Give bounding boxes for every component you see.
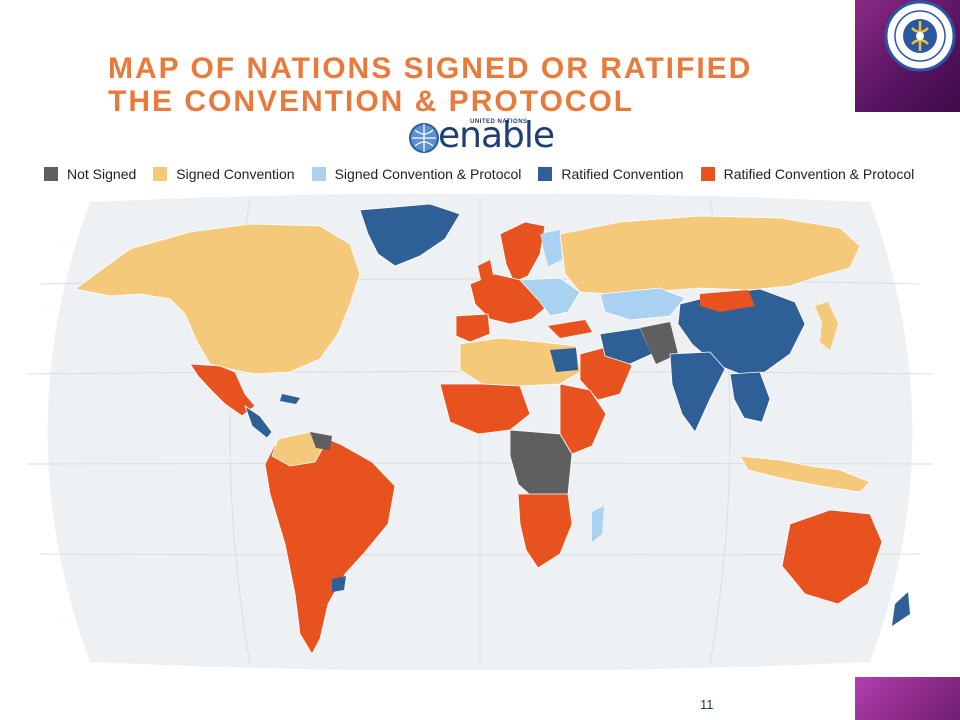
russia <box>559 215 861 295</box>
legend-item-signed-convention: Signed Convention <box>153 166 295 182</box>
kazakhstan <box>599 287 686 321</box>
iberia <box>455 313 491 343</box>
mongolia <box>700 290 755 312</box>
slide-title: MAP OF NATIONS SIGNED OR RATIFIED THE CO… <box>108 52 753 112</box>
legend-swatch <box>311 167 326 181</box>
new-zealand <box>892 592 910 626</box>
west-africa <box>439 383 531 435</box>
madagascar <box>592 506 604 542</box>
map-legend: Not Signed Signed Convention Signed Conv… <box>44 163 931 185</box>
uruguay <box>332 576 346 592</box>
logo-text: enable <box>438 115 555 156</box>
central-europe <box>519 277 581 317</box>
legend-swatch <box>153 167 168 181</box>
uk <box>478 260 494 284</box>
legend-item-ratified-convention-protocol: Ratified Convention & Protocol <box>700 166 915 182</box>
guianas <box>310 432 332 450</box>
central-america <box>244 405 273 439</box>
legend-swatch <box>538 167 553 181</box>
world-map <box>27 194 933 670</box>
page-number: 11 <box>700 697 714 712</box>
north-america <box>74 223 361 375</box>
legend-label: Ratified Convention & Protocol <box>723 166 915 182</box>
caribbean <box>280 394 300 404</box>
afghanistan-pakistan <box>640 322 678 364</box>
legend-item-signed-convention-protocol: Signed Convention & Protocol <box>311 166 522 182</box>
legend-label: Ratified Convention <box>561 166 684 182</box>
legend-label: Signed Convention & Protocol <box>334 166 522 182</box>
india <box>669 351 726 433</box>
japan-korea <box>815 302 838 350</box>
legend-label: Signed Convention <box>176 166 295 182</box>
legend-item-not-signed: Not Signed <box>44 166 136 182</box>
university-seal-icon <box>884 0 956 72</box>
scandinavia <box>499 221 546 283</box>
egypt <box>550 348 578 372</box>
logo-caption: UNITED NATIONS <box>470 119 528 125</box>
greenland <box>359 203 461 267</box>
indonesia <box>739 455 871 493</box>
corner-accent-bottom <box>855 677 960 720</box>
legend-label: Not Signed <box>67 166 137 182</box>
legend-swatch <box>44 167 58 181</box>
south-america <box>264 431 396 655</box>
southern-africa <box>517 493 573 569</box>
un-enable-logo-icon <box>409 123 439 153</box>
finland <box>540 230 562 266</box>
iran <box>599 327 653 365</box>
legend-swatch <box>700 167 715 181</box>
australia <box>781 509 883 605</box>
legend-item-ratified-convention: Ratified Convention <box>538 166 684 182</box>
southeast-asia <box>729 371 771 423</box>
turkey <box>548 320 592 338</box>
